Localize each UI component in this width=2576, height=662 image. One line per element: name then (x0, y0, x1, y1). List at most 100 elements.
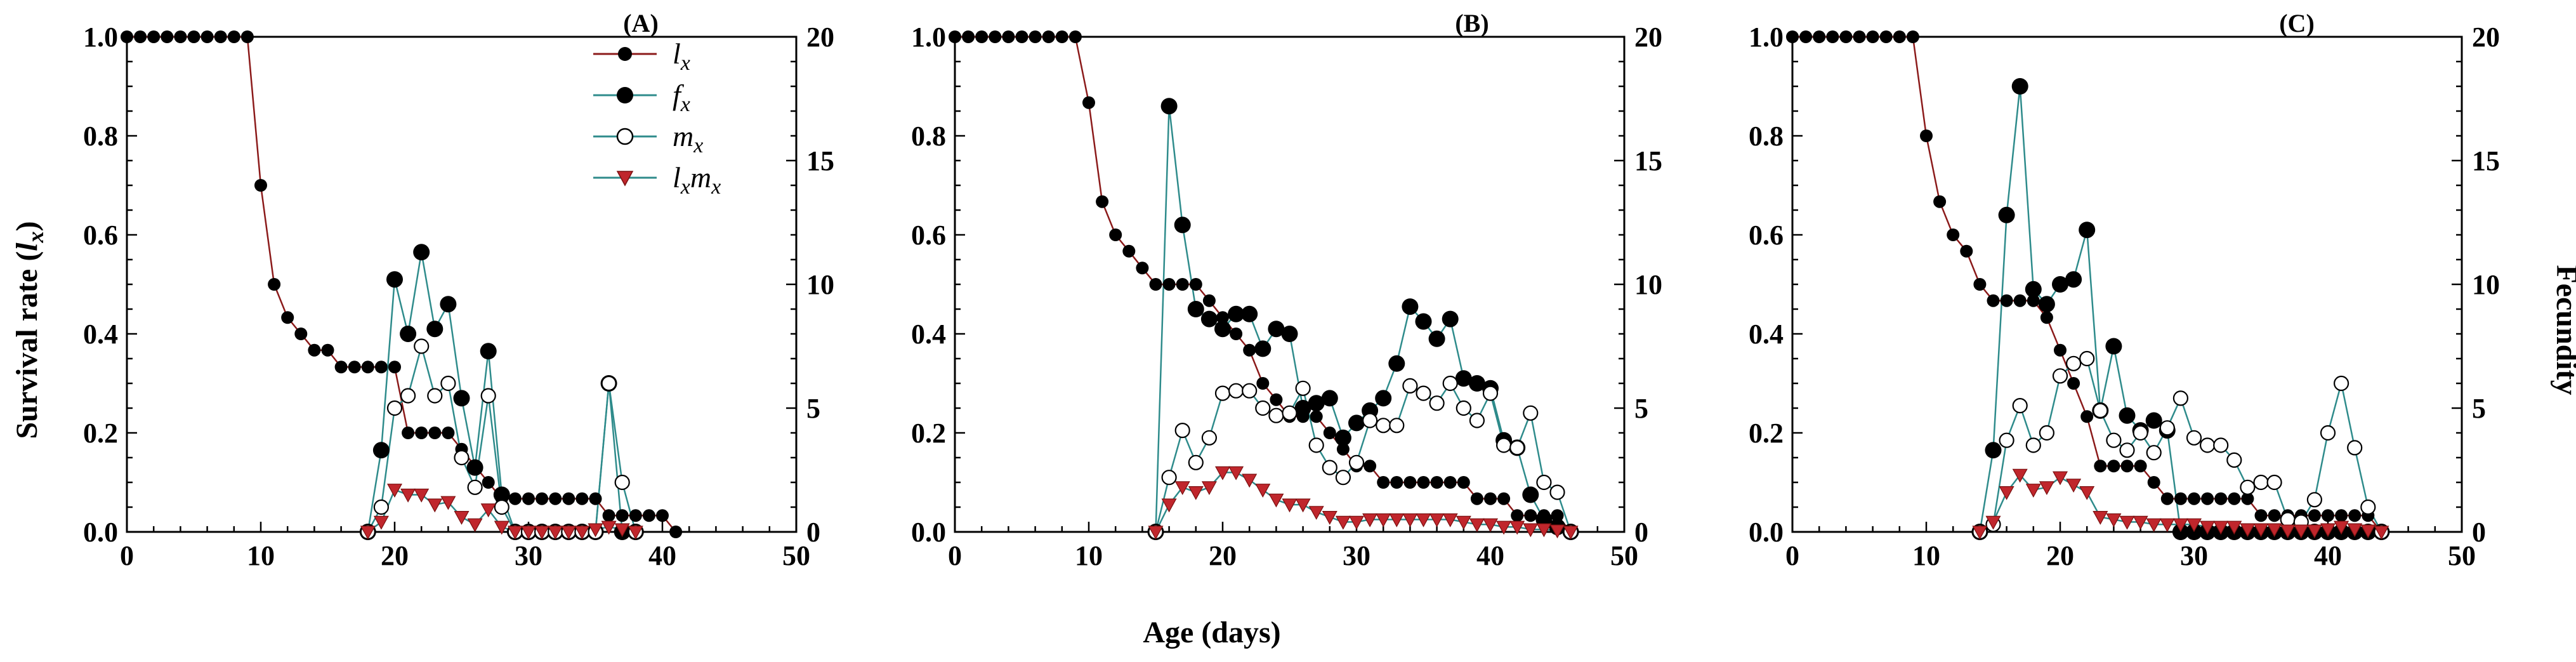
data-point-fx (2079, 222, 2096, 239)
y-right-tick-label: 20 (806, 22, 834, 53)
data-point-lxmx (2172, 518, 2188, 533)
data-point-mx (440, 375, 456, 392)
x-tick-label: 20 (1209, 540, 1237, 571)
data-point-lx (1176, 278, 1189, 291)
legend-item-mx: mx (593, 120, 703, 157)
x-tick-label: 10 (1075, 540, 1103, 571)
data-point-mx (2253, 474, 2269, 491)
data-point-lxmx (1282, 498, 1298, 513)
data-point-fx (1998, 206, 2015, 223)
y-right-tick-label: 15 (806, 145, 834, 176)
data-point-mx (480, 388, 496, 404)
y-left-tick-label: 0.0 (1749, 517, 1784, 548)
panel-label: (A) (623, 9, 659, 37)
data-point-lxmx (2079, 486, 2095, 500)
y-right-tick-label: 0 (2472, 517, 2486, 548)
data-point-mx (1335, 470, 1351, 486)
data-point-lxmx (2266, 523, 2282, 538)
data-point-lx (200, 30, 214, 43)
data-point-fx (400, 326, 417, 342)
data-point-lx (2080, 410, 2094, 423)
data-point-lxmx (440, 496, 456, 510)
data-point-lx (121, 30, 133, 43)
data-point-lxmx (1201, 481, 1217, 496)
data-point-fx (1388, 355, 1405, 372)
y-right-tick-label: 5 (2472, 393, 2486, 424)
data-point-fx (493, 486, 510, 503)
data-point-lx (1457, 476, 1470, 489)
data-point-fx (372, 442, 390, 459)
data-point-mx (2146, 445, 2162, 461)
data-point-lxmx (494, 520, 509, 535)
data-point-lx (161, 30, 174, 43)
data-point-mx (427, 388, 443, 404)
data-point-lxmx (1242, 473, 1258, 488)
x-tick-label: 50 (1610, 540, 1638, 571)
data-point-lx (949, 30, 961, 43)
data-point-lx (2348, 509, 2362, 522)
data-point-mx (1416, 385, 1431, 401)
data-point-fx (426, 321, 444, 338)
legend-item-fx: fx (593, 79, 690, 116)
data-point-lxmx (2374, 526, 2389, 540)
data-point-mx (1482, 385, 1499, 401)
series-line-lx (955, 36, 1572, 533)
data-point-lxmx (1188, 486, 1204, 500)
data-point-lx (1524, 509, 1537, 522)
x-tick-label: 30 (2180, 540, 2208, 571)
data-point-mx (2320, 425, 2336, 441)
data-point-lx (2335, 509, 2348, 522)
data-point-lx (1364, 460, 1377, 473)
data-point-lx (1323, 427, 1336, 439)
data-point-lxmx (373, 515, 389, 530)
data-point-fx (1348, 414, 1365, 432)
y-axis-title-left: Survival rate (lx) (10, 221, 48, 439)
data-point-lxmx (1335, 515, 1351, 530)
data-point-mx (2039, 425, 2054, 441)
data-point-lx (2268, 509, 2281, 522)
y-right-tick-label: 0 (1634, 517, 1648, 548)
data-point-lxmx (507, 526, 523, 540)
data-point-lx (1162, 278, 1176, 291)
data-point-lxmx (2253, 523, 2269, 538)
tick-labels: 0 10 20 30 40 50 0.0 0.2 0.4 0.6 0.8 1.0 0 5 10 15 20 (1749, 22, 2500, 571)
data-point-lxmx (2066, 479, 2082, 493)
data-point-fx (1268, 321, 1285, 338)
data-point-lx (187, 30, 200, 43)
data-point-lx (2214, 492, 2228, 505)
data-point-lx (1122, 244, 1136, 258)
data-point-lx (1853, 30, 1866, 43)
data-point-lxmx (601, 520, 617, 535)
data-point-lxmx (588, 523, 603, 538)
data-point-lxmx (1999, 486, 2014, 500)
data-point-lx (1015, 30, 1028, 43)
data-point-lx (2000, 294, 2013, 307)
data-point-lxmx (2052, 471, 2068, 486)
data-point-lxmx (454, 511, 470, 525)
data-point-lxmx (1549, 524, 1565, 539)
data-point-lxmx (2347, 523, 2363, 538)
data-point-fx (1442, 310, 1459, 328)
data-point-lxmx (2012, 468, 2028, 483)
data-point-mx (454, 449, 470, 466)
data-point-lx (2027, 294, 2040, 307)
data-point-mx (2119, 442, 2135, 458)
y-axis-title-left-prefix: Survival rate ( (10, 251, 44, 439)
data-point-lxmx (1456, 515, 1471, 530)
data-point-lx (2160, 492, 2174, 505)
data-point-mx (1429, 395, 1445, 411)
data-point-lx (174, 30, 187, 43)
data-point-mx (2066, 355, 2082, 371)
data-point-lxmx (2159, 518, 2175, 533)
y-left-tick-label: 0.0 (911, 517, 946, 548)
data-point-lx (134, 30, 147, 43)
y-left-tick-label: 0.4 (911, 319, 946, 350)
y-right-tick-label: 10 (2472, 269, 2500, 300)
legend-marker-lx (618, 47, 632, 61)
data-point-lx (268, 278, 281, 291)
legend: lx fx mx lxmx (593, 37, 721, 199)
data-point-lx (589, 492, 602, 505)
data-point-lxmx (1161, 498, 1177, 513)
data-point-lxmx (574, 526, 590, 540)
